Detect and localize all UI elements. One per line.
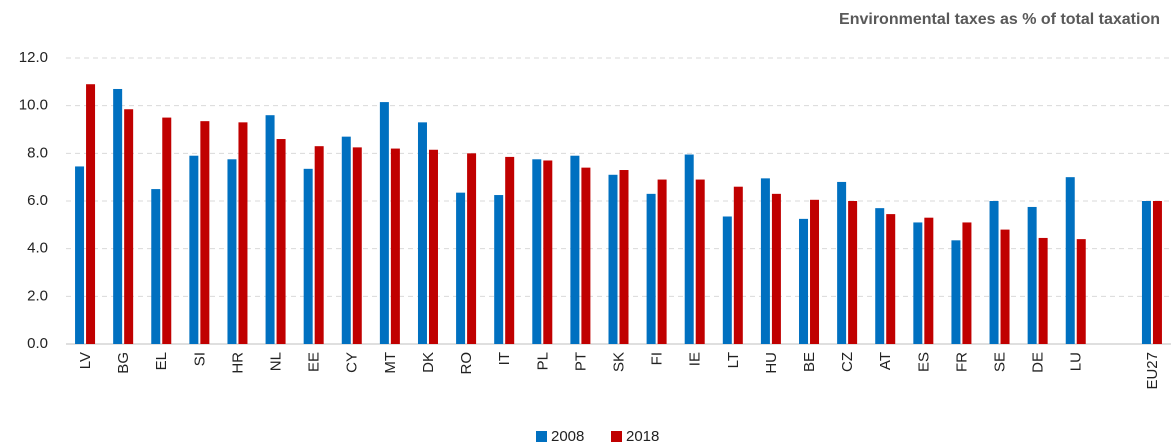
x-tick-label: SE [992, 352, 1009, 372]
x-tick-label: IE [687, 352, 704, 366]
bar [657, 179, 667, 344]
bar [151, 189, 161, 344]
bar [113, 88, 123, 344]
x-tick-label: LU [1068, 352, 1085, 371]
x-tick-label: ES [915, 352, 932, 372]
bar [467, 153, 477, 344]
bar [581, 167, 591, 344]
bar [428, 149, 438, 344]
bar [494, 195, 504, 344]
x-tick-label: HR [229, 352, 246, 374]
x-tick-label: SI [191, 352, 208, 366]
bar [1000, 229, 1010, 344]
bar [227, 159, 237, 344]
bar [570, 155, 580, 344]
y-tick-label: 2.0 [27, 287, 48, 304]
bar [200, 121, 210, 345]
bar [608, 174, 618, 344]
x-tick-label: PL [534, 352, 551, 370]
bar [276, 139, 286, 344]
bar [760, 178, 770, 344]
x-tick-label: CY [344, 352, 361, 373]
bar [1027, 206, 1037, 344]
x-tick-label: DK [420, 352, 437, 373]
bar [543, 160, 553, 344]
bar [848, 201, 858, 344]
x-tick-label: CZ [839, 352, 856, 372]
bar [837, 181, 847, 344]
bar [875, 208, 885, 344]
x-tick-label: SK [610, 352, 627, 372]
x-tick-label: EL [153, 352, 170, 370]
x-tick-label: FI [649, 352, 666, 365]
bar [1141, 201, 1151, 344]
x-tick-label: NL [268, 352, 285, 371]
x-tick-label: BE [801, 352, 818, 372]
legend-label: 2018 [626, 428, 659, 445]
x-tick-label: EE [306, 352, 323, 372]
bar [1038, 237, 1048, 344]
bar [456, 192, 466, 344]
bar [162, 117, 172, 344]
bar [913, 222, 923, 344]
bar [86, 84, 96, 344]
legend-swatch [536, 431, 547, 442]
x-tick-label: LT [725, 352, 742, 368]
bar [962, 222, 972, 344]
bar [303, 168, 313, 344]
bar [265, 115, 275, 344]
x-tick-label: EU27 [1144, 352, 1161, 390]
bar [733, 186, 743, 344]
bar [684, 154, 694, 344]
bar [799, 218, 809, 344]
x-tick-label: HU [763, 352, 780, 374]
bar [379, 102, 389, 344]
bar [390, 148, 400, 344]
bar [924, 217, 934, 344]
bar [75, 166, 85, 344]
bar [619, 170, 629, 344]
bar [646, 193, 656, 344]
bar [341, 136, 351, 344]
x-tick-label: LV [77, 352, 94, 369]
bar [352, 147, 362, 344]
bar [810, 199, 820, 344]
y-tick-label: 0.0 [27, 335, 48, 352]
bar [505, 156, 515, 344]
bar [951, 240, 961, 344]
x-tick-label: FR [953, 352, 970, 372]
chart-title: Environmental taxes as % of total taxati… [839, 11, 1160, 28]
x-tick-label: DE [1030, 352, 1047, 373]
legend-label: 2008 [551, 428, 584, 445]
bar [417, 122, 427, 344]
bar [1065, 177, 1075, 344]
bar [1076, 239, 1086, 344]
y-tick-label: 6.0 [27, 192, 48, 209]
bar [124, 109, 134, 344]
y-tick-label: 10.0 [19, 97, 48, 114]
x-tick-label: PT [572, 352, 589, 371]
bar [238, 122, 248, 344]
y-tick-label: 4.0 [27, 240, 48, 257]
legend-swatch [611, 431, 622, 442]
x-tick-label: IT [496, 352, 513, 365]
bar [695, 179, 705, 344]
bar [886, 214, 896, 344]
y-tick-label: 8.0 [27, 144, 48, 161]
bar [1152, 201, 1162, 344]
bar [771, 193, 781, 344]
x-tick-label: MT [382, 352, 399, 374]
bar [722, 216, 732, 344]
bar [532, 159, 542, 344]
x-tick-label: RO [458, 352, 475, 375]
bar [314, 146, 324, 344]
bar [189, 155, 199, 344]
y-tick-label: 12.0 [19, 49, 48, 66]
x-tick-label: BG [115, 352, 132, 374]
x-tick-label: AT [877, 352, 894, 370]
bar [989, 201, 999, 344]
